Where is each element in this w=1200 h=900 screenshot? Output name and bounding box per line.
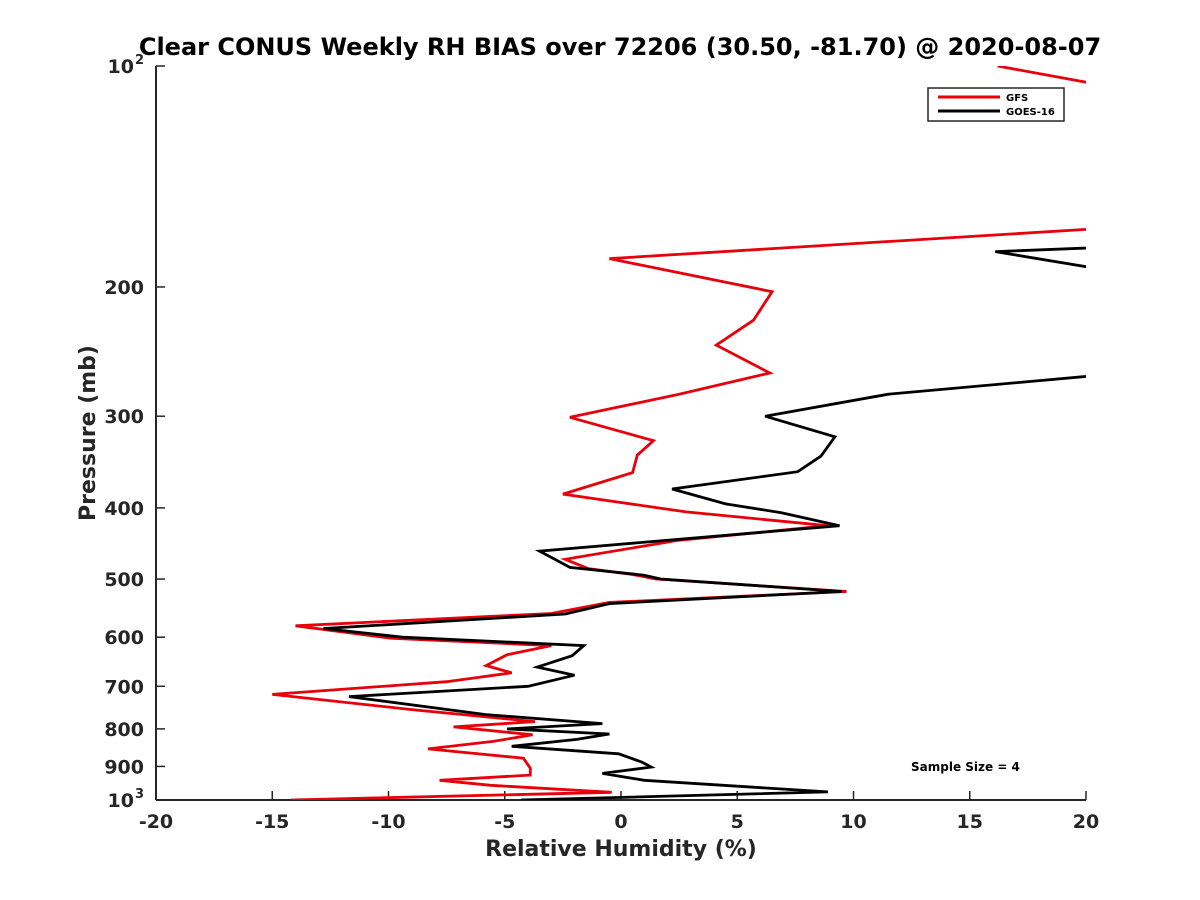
x-axis-ticks: -20 -15 -10 -5 0 5 10 15 20 xyxy=(139,791,1099,833)
series-line-gfs xyxy=(272,66,1086,800)
y-tick-label: 500 xyxy=(104,569,144,591)
legend-label-gfs: GFS xyxy=(1006,93,1028,104)
x-tick-label: -5 xyxy=(494,811,515,833)
y-tick-label: 200 xyxy=(104,277,144,299)
y-tick-label: 300 xyxy=(104,406,144,428)
y-tick-exponent: 3 xyxy=(135,787,144,802)
y-axis-label: Pressure (mb) xyxy=(76,345,101,521)
x-tick-label: 20 xyxy=(1073,811,1099,833)
series-layer xyxy=(272,66,1086,800)
y-tick-label: 400 xyxy=(104,498,144,520)
y-tick-label: 10 xyxy=(108,56,134,78)
x-tick-label: -15 xyxy=(255,811,289,833)
y-tick-label: 600 xyxy=(104,627,144,649)
x-tick-label: -20 xyxy=(139,811,173,833)
x-axis-label: Relative Humidity (%) xyxy=(485,837,757,862)
chart-title: Clear CONUS Weekly RH BIAS over 72206 (3… xyxy=(139,33,1101,61)
x-tick-label: 15 xyxy=(957,811,983,833)
x-tick-label: -10 xyxy=(371,811,405,833)
y-tick-exponent: 2 xyxy=(135,53,144,68)
x-tick-label: 0 xyxy=(614,811,627,833)
y-tick-label: 10 xyxy=(108,790,134,812)
x-tick-label: 10 xyxy=(840,811,866,833)
x-tick-label: 5 xyxy=(731,811,744,833)
sample-size-annotation: Sample Size = 4 xyxy=(911,760,1020,774)
y-tick-label: 800 xyxy=(104,719,144,741)
legend-label-goes16: GOES-16 xyxy=(1006,107,1055,118)
legend: GFS GOES-16 xyxy=(927,87,1065,122)
series-line-goes16 xyxy=(323,246,1086,800)
y-tick-label: 700 xyxy=(104,676,144,698)
y-tick-label: 900 xyxy=(104,756,144,778)
legend-box xyxy=(927,87,1065,122)
